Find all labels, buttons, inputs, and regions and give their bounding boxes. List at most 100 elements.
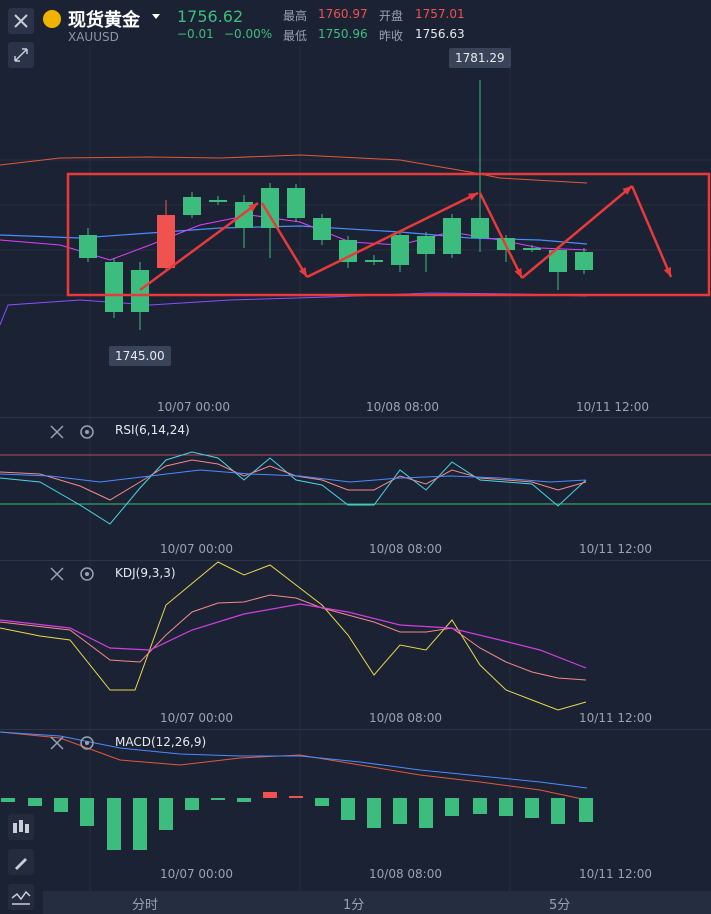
candle-body	[209, 200, 227, 202]
macd-title: MACD(12,26,9)	[115, 735, 207, 749]
macd-histogram-bar	[107, 798, 121, 850]
macd-histogram-bar	[315, 798, 329, 806]
gold-coin-icon	[43, 10, 61, 28]
candle-body	[471, 218, 489, 238]
candlestick-icon	[13, 820, 29, 833]
macd-histogram-bar	[1, 798, 15, 802]
macd-histogram-bar	[367, 798, 381, 828]
candle-body	[313, 218, 331, 240]
candle-body	[575, 252, 593, 270]
tab-timeshare[interactable]: 分时	[132, 898, 159, 913]
candle-body	[183, 197, 201, 215]
macd-histogram-bar	[393, 798, 407, 824]
macd-histogram-bar	[211, 798, 225, 800]
high-label: 最高	[283, 9, 308, 23]
annotation-arrowhead	[622, 186, 632, 195]
shrink-button[interactable]	[8, 42, 34, 68]
low-value: 1750.96	[318, 27, 368, 41]
x-axis-label: 10/08 08:00	[369, 711, 442, 725]
x-axis-label: 10/07 00:00	[160, 542, 233, 556]
annotation-arrow	[478, 192, 524, 279]
tab-1min[interactable]: 1分	[343, 898, 365, 913]
rsi-line	[0, 459, 587, 501]
candle-body	[105, 262, 123, 312]
candle-body	[523, 248, 541, 250]
line-tool[interactable]	[8, 884, 34, 910]
annotation-arrow	[306, 191, 479, 279]
prev-close-value: 1756.63	[415, 27, 465, 41]
macd-dea-line	[0, 731, 588, 789]
macd-histogram-bar	[289, 796, 303, 798]
close-icon	[14, 14, 28, 28]
annotation-arrowhead	[468, 193, 478, 201]
macd-histogram-bar	[263, 792, 277, 798]
candle-body	[443, 218, 461, 254]
macd-dif-line	[0, 731, 588, 801]
candle-body	[549, 250, 567, 272]
x-axis-label: 10/11 12:00	[579, 542, 652, 556]
annotation-arrowhead	[298, 267, 307, 277]
macd-histogram-bar	[579, 798, 593, 822]
close-icon[interactable]	[48, 565, 66, 583]
candle-body	[365, 260, 383, 262]
low-label: 最低	[283, 29, 308, 43]
kdj-k-line	[0, 594, 587, 681]
x-axis-label: 10/07 00:00	[157, 400, 230, 414]
macd-histogram-bar	[237, 798, 251, 802]
settings-icon[interactable]	[78, 565, 96, 583]
annotation-arrow	[521, 185, 633, 279]
macd-histogram-bar	[28, 798, 42, 806]
separator	[0, 417, 711, 418]
ma-line	[0, 225, 588, 245]
x-axis-label: 10/08 08:00	[369, 867, 442, 881]
macd-histogram-bar	[525, 798, 539, 818]
macd-histogram-bar	[419, 798, 433, 828]
candle-body	[339, 240, 357, 262]
x-axis-label: 10/07 00:00	[160, 867, 233, 881]
separator	[0, 560, 711, 561]
draw-tool[interactable]	[8, 849, 34, 875]
close-button[interactable]	[8, 8, 34, 34]
kdj-j-line	[0, 561, 587, 711]
x-axis-label: 10/07 00:00	[160, 711, 233, 725]
tab-5min[interactable]: 5分	[549, 898, 571, 913]
settings-icon[interactable]	[78, 423, 96, 441]
dropdown-icon[interactable]	[150, 12, 162, 22]
instrument-name[interactable]: 现货黄金	[68, 10, 140, 31]
candlestick-tool[interactable]	[8, 814, 34, 840]
settings-icon[interactable]	[78, 734, 96, 752]
shrink-icon	[14, 48, 28, 62]
annotation-arrow	[260, 202, 309, 278]
annotation-rectangle	[66, 172, 711, 297]
annotation-arrowhead	[663, 267, 671, 277]
candle-body	[157, 215, 175, 268]
candle-body	[261, 188, 279, 228]
open-value: 1757.01	[415, 7, 465, 21]
candle-body	[417, 236, 435, 254]
rsi-title: RSI(6,14,24)	[115, 423, 190, 437]
lower-band-line	[0, 292, 588, 326]
candle-body	[287, 188, 305, 218]
x-axis-label: 10/11 12:00	[579, 867, 652, 881]
annotation-arrowhead	[514, 268, 522, 278]
prev-close-label: 昨收	[379, 29, 404, 43]
period-tab-bar	[43, 891, 711, 914]
candle-body	[391, 235, 409, 265]
macd-histogram-bar	[473, 798, 487, 814]
price-change: −0.01	[177, 27, 214, 41]
rsi-line	[0, 469, 587, 483]
kdj-d-line	[0, 603, 587, 669]
macd-histogram-bar	[341, 798, 355, 820]
annotation-arrow	[139, 201, 259, 292]
close-icon[interactable]	[48, 423, 66, 441]
macd-histogram-bar	[499, 798, 513, 816]
x-axis-label: 10/08 08:00	[369, 542, 442, 556]
candle-body	[79, 235, 97, 258]
quote-header: 现货黄金 XAUUSD 1756.62 −0.01 −0.00% 最高 1760…	[0, 0, 711, 46]
open-label: 开盘	[379, 9, 404, 23]
close-icon[interactable]	[48, 734, 66, 752]
macd-histogram-bar	[80, 798, 94, 826]
macd-histogram-bar	[54, 798, 68, 812]
line-tool-icon	[11, 890, 31, 905]
